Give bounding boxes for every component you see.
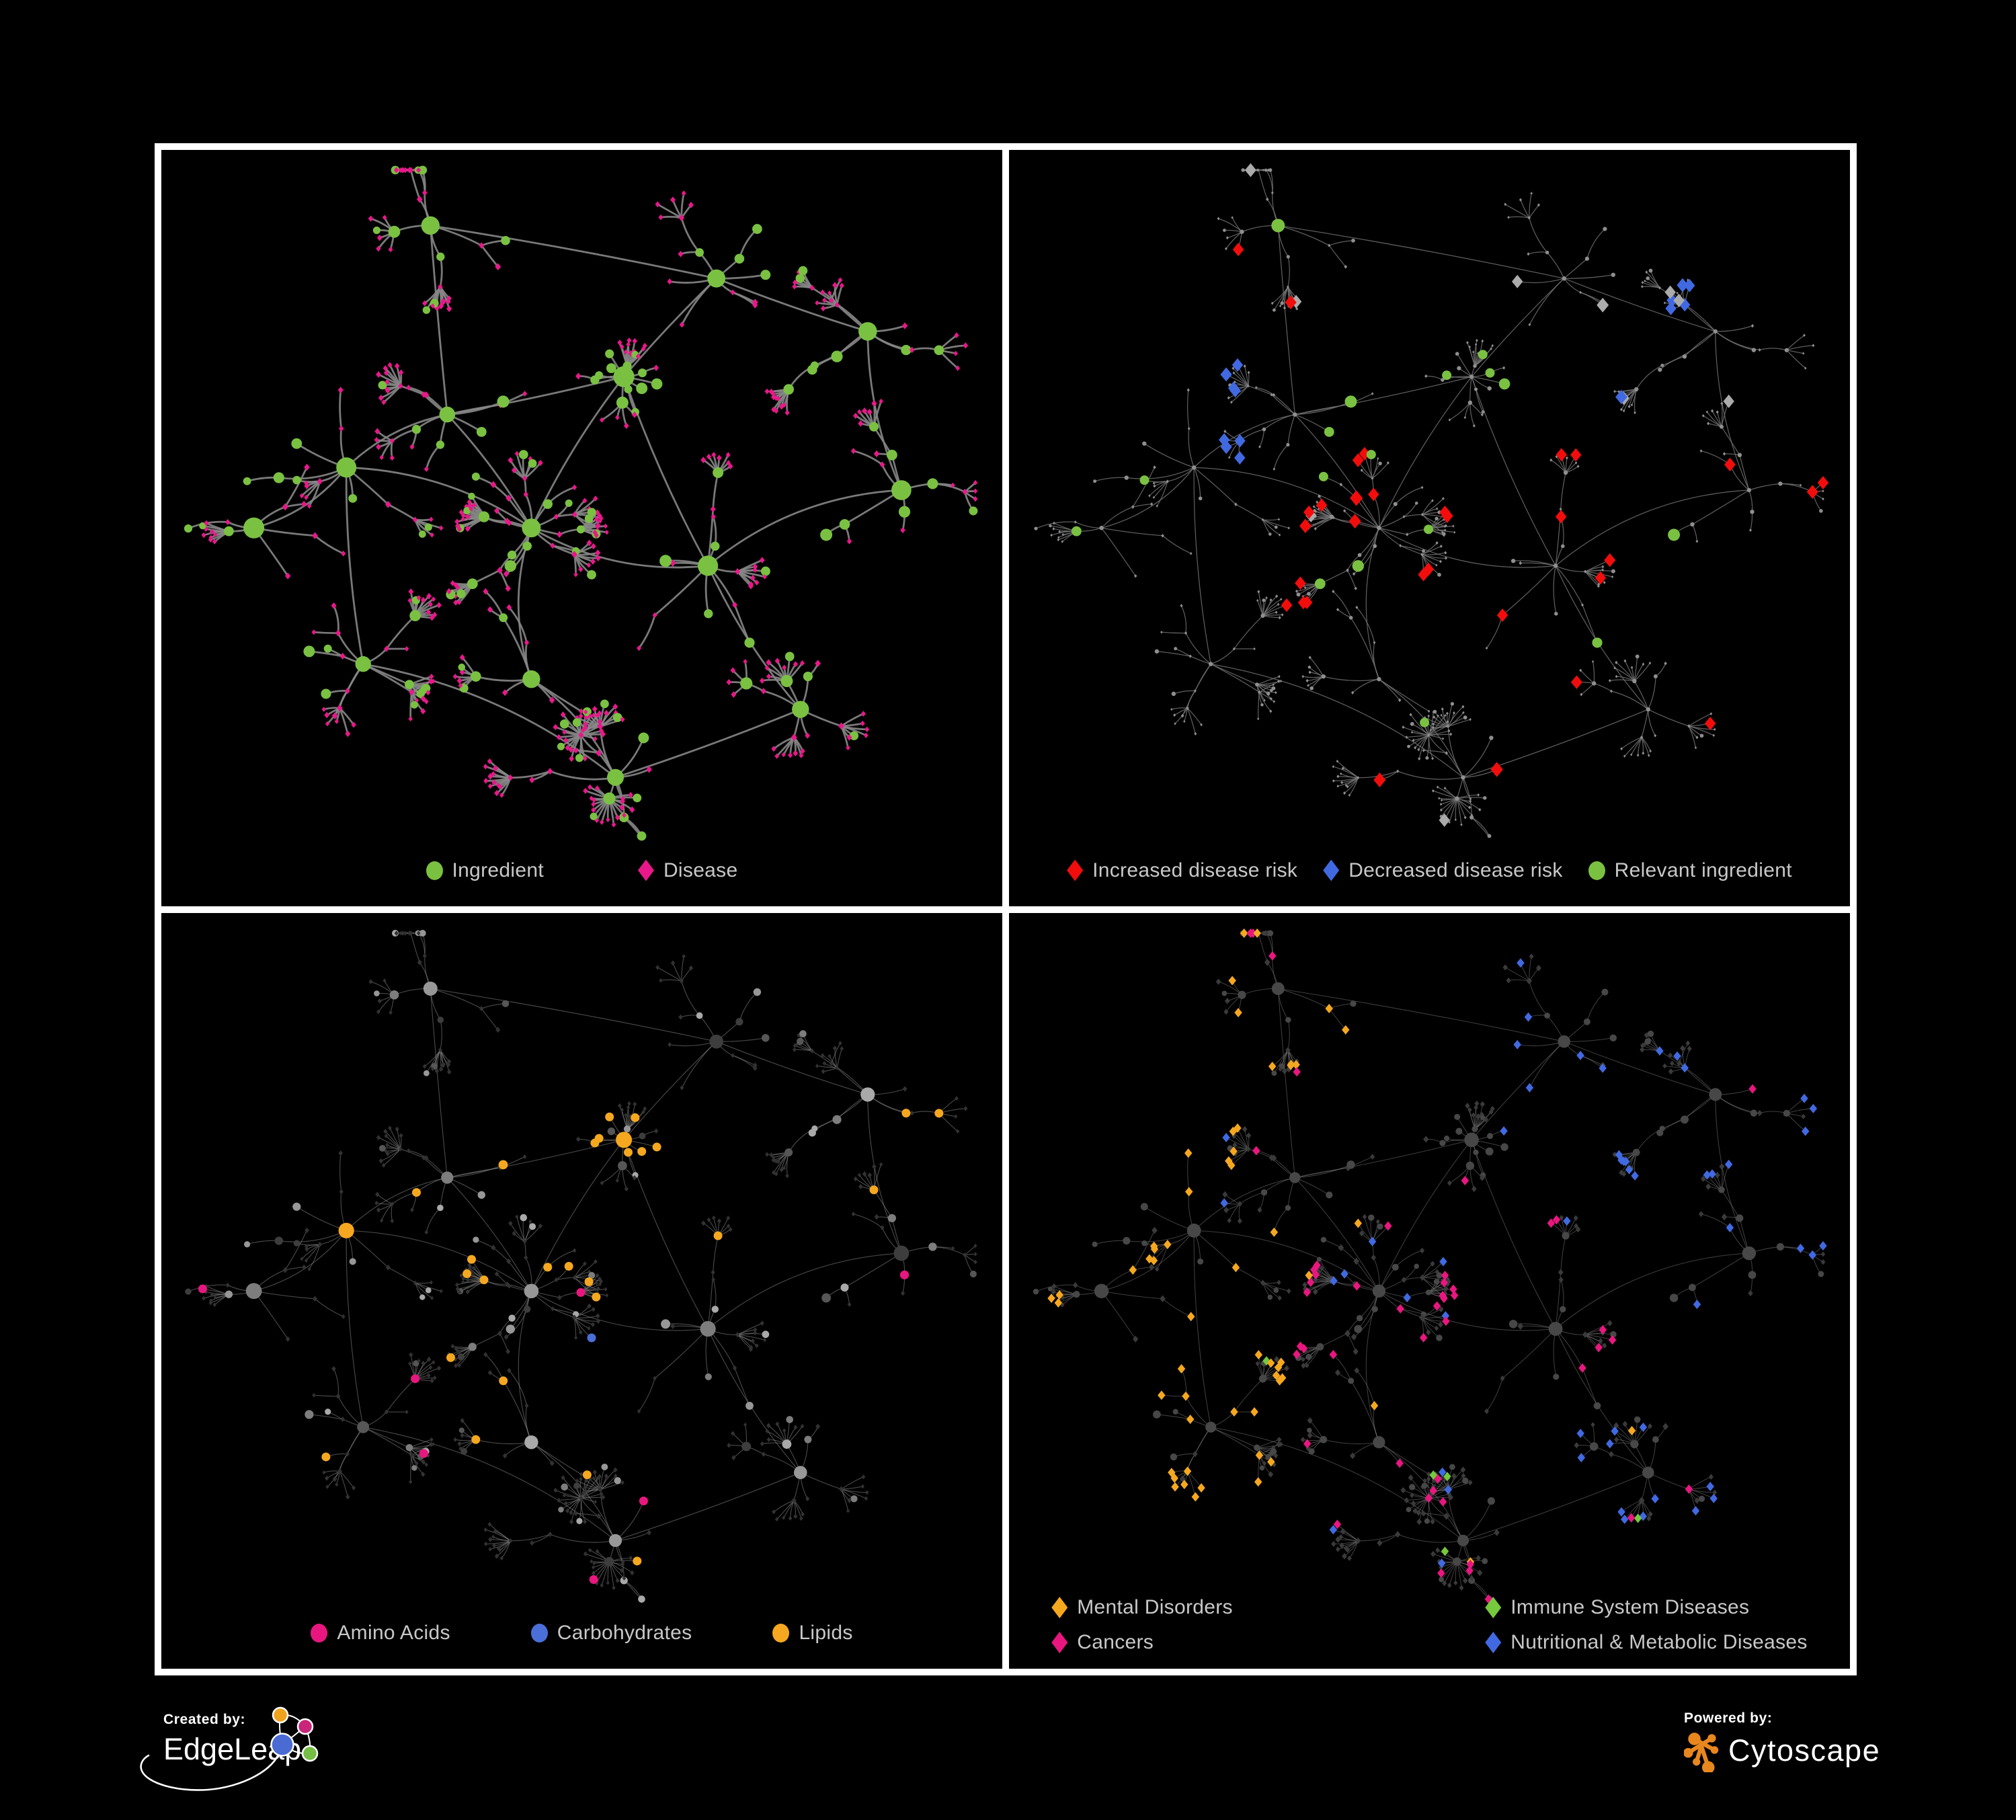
nutrient-classes-network-graph: [185, 929, 977, 1603]
edgeleap-logo-icon: [270, 1706, 319, 1762]
legend-label: Relevant ingredient: [1614, 859, 1792, 881]
legend-item: Mental Disorders: [1051, 1596, 1391, 1619]
network-grid: Ingredient Disease Increased disease risk…: [155, 143, 1857, 1675]
legend-item: Decreased disease risk: [1323, 859, 1562, 882]
legend-item: Carbohydrates: [530, 1622, 692, 1645]
legend-marker-circle: [426, 861, 443, 880]
panel-ingredient-disease: Ingredient Disease: [161, 150, 1002, 906]
disease-risk-legend: Increased disease risk Decreased disease …: [1009, 859, 1850, 882]
legend-item: Relevant ingredient: [1588, 859, 1792, 882]
cytoscape-logo-text: Cytoscape: [1728, 1733, 1881, 1768]
powered-by-label: Powered by:: [1684, 1710, 1773, 1726]
legend-item: Ingredient: [426, 859, 544, 882]
panel-disease-categories: Mental Disorders Immune System Diseases Ca…: [1009, 912, 1850, 1669]
legend-marker-diamond: [1485, 1632, 1502, 1653]
legend-marker-circle: [530, 1624, 548, 1643]
legend-marker-diamond: [1323, 859, 1340, 881]
disease-categories-network-graph: [1033, 928, 1827, 1604]
legend-marker-diamond: [1051, 1597, 1068, 1618]
legend-item: Amino Acids: [311, 1622, 450, 1645]
legend-marker-circle: [1588, 861, 1605, 880]
legend-label: Nutritional & Metabolic Diseases: [1510, 1631, 1808, 1653]
legend-marker-diamond: [1051, 1632, 1068, 1653]
edgeleap-swoosh-curve: [140, 1749, 281, 1791]
legend-label: Immune System Diseases: [1510, 1596, 1750, 1618]
ingredient-disease-legend: Ingredient Disease: [161, 859, 1002, 882]
disease-categories-legend: Mental Disorders Immune System Diseases Ca…: [1009, 1596, 1850, 1654]
disease-risk-network-graph: [1034, 163, 1829, 838]
ingredient-disease-network-graph: [184, 165, 978, 841]
legend-marker-circle: [311, 1624, 328, 1643]
legend-label: Lipids: [799, 1622, 853, 1644]
legend-label: Increased disease risk: [1092, 859, 1298, 881]
legend-item: Nutritional & Metabolic Diseases: [1485, 1631, 1807, 1654]
legend-label: Ingredient: [452, 859, 544, 881]
legend-item: Disease: [637, 859, 738, 882]
legend-marker-diamond: [637, 859, 654, 881]
panel-nutrient-classes: Amino Acids Carbohydrates Lipids: [161, 912, 1002, 1669]
cytoscape-logo-icon: [1684, 1733, 1719, 1772]
legend-item: Immune System Diseases: [1485, 1596, 1807, 1619]
legend-label: Mental Disorders: [1077, 1596, 1233, 1618]
legend-item: Lipids: [772, 1622, 852, 1645]
edgeleap-credit: Created by: EdgeLeap: [140, 1706, 378, 1806]
legend-label: Amino Acids: [337, 1622, 450, 1644]
legend-label: Disease: [663, 859, 738, 881]
legend-label: Decreased disease risk: [1348, 859, 1563, 881]
legend-marker-diamond: [1067, 859, 1084, 881]
legend-marker-circle: [772, 1624, 790, 1643]
created-by-label: Created by:: [163, 1712, 246, 1727]
legend-label: Carbohydrates: [557, 1622, 692, 1644]
legend-marker-diamond: [1485, 1597, 1502, 1618]
nutrient-classes-legend: Amino Acids Carbohydrates Lipids: [161, 1622, 1002, 1645]
legend-label: Cancers: [1077, 1631, 1154, 1653]
legend-item: Increased disease risk: [1067, 859, 1297, 882]
cytoscape-credit: Powered by: Cytoscape: [1684, 1710, 1886, 1784]
panel-disease-risk: Increased disease risk Decreased disease …: [1009, 150, 1850, 906]
legend-item: Cancers: [1051, 1631, 1391, 1654]
